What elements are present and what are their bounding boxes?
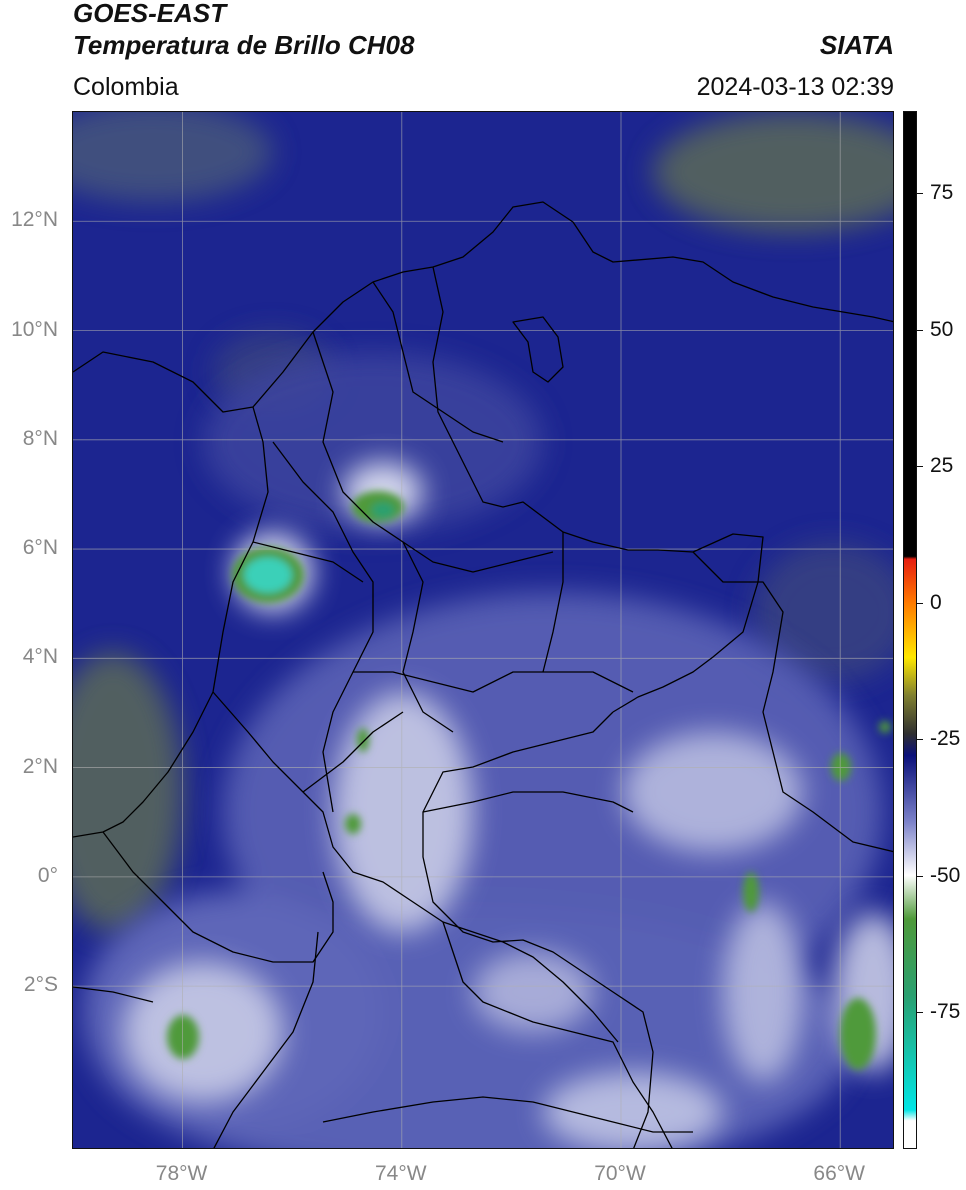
- colorbar-label-50: 50: [930, 317, 954, 341]
- border-south-2: [73, 986, 154, 1003]
- product-title: Temperatura de Brillo CH08: [73, 30, 415, 60]
- departmental-lines-7: [402, 541, 554, 573]
- warm-area-ne: [653, 112, 893, 232]
- departmental-lines-2: [272, 441, 374, 813]
- coastline-caribbean: [73, 201, 893, 413]
- cold-core-2-center: [371, 502, 395, 518]
- colorbar-label-75: 75: [930, 180, 954, 204]
- departmental-lines-9: [302, 711, 404, 793]
- lat-label-10n: 10°N: [11, 317, 58, 341]
- lon-label-70w: 70°W: [594, 1162, 646, 1185]
- high-cloud-2: [623, 732, 803, 852]
- cold-cloud-cores: [167, 491, 891, 1070]
- cold-core-8: [345, 814, 361, 834]
- departmental-lines-8: [252, 541, 364, 583]
- high-cloud-4: [543, 1072, 723, 1148]
- border-ecuador-peru: [102, 831, 334, 963]
- lat-label-equator: 0°: [37, 863, 58, 887]
- high-cloud-5: [473, 952, 593, 1032]
- border-colombia-brazil: [422, 711, 654, 1148]
- colorbar-tick: [917, 602, 923, 604]
- lon-label-78w: 78°W: [155, 1162, 208, 1185]
- border-colombia-ecuador-peru: [212, 691, 619, 1043]
- lat-label-12n: 12°N: [11, 208, 58, 232]
- high-cloud-3: [123, 962, 283, 1102]
- river-amazon-1: [322, 1096, 693, 1133]
- colorbar-label-0: 0: [930, 590, 942, 614]
- datetime-label: 2024-03-13 02:39: [696, 73, 894, 101]
- lat-label-8n: 8°N: [22, 426, 58, 450]
- border-south-1: [213, 931, 319, 1148]
- lat-label-4n: 4°N: [22, 645, 58, 669]
- lon-label-74w: 74°W: [375, 1162, 427, 1185]
- colorbar-tick: [917, 1012, 923, 1014]
- cold-core-6: [743, 872, 759, 912]
- lon-label-66w: 66°W: [813, 1162, 865, 1185]
- border-peru-brazil: [442, 921, 673, 1148]
- colorbar-tick: [917, 466, 923, 468]
- departmental-lines-5: [422, 791, 634, 813]
- cold-core-9: [879, 721, 891, 733]
- colorbar-label-minus25: -25: [930, 727, 961, 751]
- high-cloud-1: [333, 692, 473, 932]
- colorbar-tick: [917, 739, 923, 741]
- brand-label: SIATA: [819, 30, 894, 60]
- colorbar-tick: [917, 192, 923, 194]
- warm-area-nw: [73, 112, 273, 202]
- cold-core-5: [831, 753, 851, 781]
- colorbar-label-minus75: -75: [930, 1000, 961, 1024]
- border-colombia-venezuela: [432, 266, 764, 713]
- lat-label-6n: 6°N: [22, 536, 58, 560]
- high-cloud-6: [723, 902, 803, 1082]
- cold-core-7: [357, 728, 369, 752]
- warm-area-pacific: [73, 652, 183, 932]
- lat-label-2n: 2°N: [22, 754, 58, 778]
- lat-label-2s: 2°S: [23, 973, 58, 997]
- colorbar: [903, 111, 917, 1149]
- cold-core-1-center: [244, 557, 292, 593]
- borders: [73, 201, 893, 1148]
- departmental-lines-6: [542, 532, 564, 673]
- colorbar-tick: [917, 875, 923, 877]
- departmental-lines-4: [353, 671, 634, 693]
- region-label: Colombia: [73, 73, 179, 101]
- colorbar-label-25: 25: [930, 454, 954, 478]
- satellite-title: GOES-EAST: [73, 0, 227, 28]
- departmental-lines-3: [372, 281, 504, 443]
- warm-area-east: [753, 542, 893, 682]
- maracaibo-lake: [512, 316, 564, 383]
- cold-core-4: [840, 998, 876, 1070]
- brightness-temperature-map: [72, 111, 894, 1149]
- warm-areas: [73, 112, 893, 932]
- colorbar-label-minus50: -50: [930, 863, 961, 887]
- colorbar-tick: [917, 329, 923, 331]
- border-venezuela-brazil-guyana: [692, 551, 893, 853]
- mid-cloud-north: [203, 352, 543, 532]
- graticule: [73, 112, 893, 1148]
